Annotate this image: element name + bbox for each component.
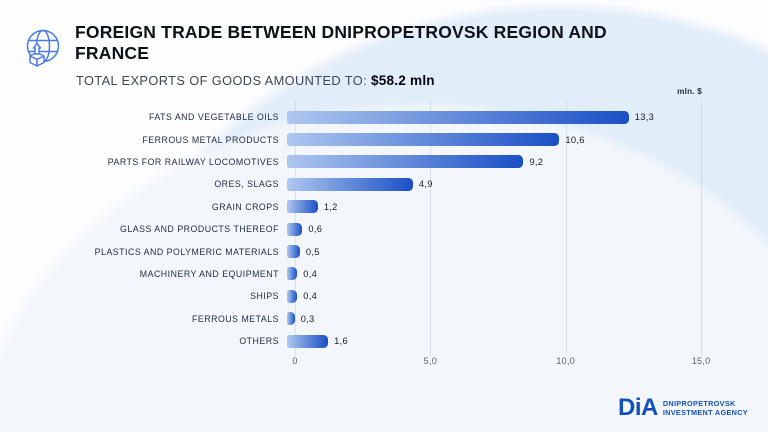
bar-track: 0,4 (287, 267, 715, 281)
x-tick-label: 10,0 (556, 356, 576, 366)
bar (287, 312, 295, 326)
chart-row: FERROUS METALS 0,3 (55, 308, 715, 330)
value-label: 0,5 (305, 246, 320, 257)
bar (287, 245, 300, 259)
chart-row: PARTS FOR RAILWAY LOCOMOTIVES 9,2 (55, 151, 715, 173)
chart-row: FERROUS METAL PRODUCTS 10,6 (55, 128, 715, 150)
bar-track: 4,9 (287, 177, 715, 191)
value-label: 10,6 (565, 134, 585, 145)
x-tick-label: 5,0 (423, 356, 438, 366)
value-label: 0,6 (308, 224, 323, 235)
value-label: 1,2 (323, 201, 338, 212)
value-label: 0,3 (300, 313, 315, 324)
value-label: 13,3 (634, 112, 655, 123)
category-label: FERROUS METAL PRODUCTS (142, 134, 279, 145)
bar-track: 9,2 (287, 155, 715, 169)
chart-row: FATS AND VEGETABLE OILS 13,3 (55, 106, 715, 128)
dia-logo-mark: DiA (618, 394, 658, 421)
value-label: 9,2 (529, 156, 544, 167)
category-label: MACHINERY AND EQUIPMENT (139, 268, 279, 279)
page-title: FOREIGN TRADE BETWEEN DNIPROPETROVSK REG… (75, 22, 685, 64)
bar-track: 10,6 (287, 133, 715, 147)
chart-row: SHIPS 0,4 (55, 285, 715, 307)
category-label: SHIPS (250, 291, 279, 302)
dia-logo-line-1: DNIPROPETROVSK (662, 399, 736, 408)
subtitle-value: $58.2 mln (371, 73, 435, 88)
x-tick-label: 15,0 (691, 356, 711, 366)
value-label: 1,6 (334, 336, 348, 347)
bar (287, 289, 298, 303)
axis-unit-label: mln. $ (677, 87, 702, 96)
bar (287, 200, 318, 214)
category-label: PLASTICS AND POLYMERIC MATERIALS (94, 246, 279, 257)
title-line-1: FOREIGN TRADE BETWEEN DNIPROPETROVSK REG… (75, 22, 607, 42)
bar-track: 0,5 (287, 245, 715, 259)
category-label: GLASS AND PRODUCTS THEREOF (120, 224, 279, 235)
bar-track: 13,3 (287, 110, 715, 124)
category-label: PARTS FOR RAILWAY LOCOMOTIVES (107, 156, 279, 167)
category-label: GRAIN CROPS (211, 201, 279, 212)
bar (287, 155, 524, 169)
category-label: FERROUS METALS (192, 313, 279, 324)
bar (287, 267, 298, 281)
bar-chart: FATS AND VEGETABLE OILS 13,3 FERROUS METAL… (55, 100, 715, 372)
chart-row: GRAIN CROPS 1,2 (55, 196, 715, 218)
bar-track: 1,6 (287, 334, 715, 348)
chart-row: PLASTICS AND POLYMERIC MATERIALS 0,5 (55, 240, 715, 262)
x-axis: 0 5,0 10,0 15,0 (55, 356, 715, 370)
bar (287, 177, 413, 191)
dia-logo-text: DNIPROPETROVSK INVESTMENT AGENCY (663, 399, 748, 417)
chart-row: ORES, SLAGS 4,9 (55, 173, 715, 195)
bar (287, 110, 629, 124)
value-label: 0,4 (303, 268, 318, 279)
x-tick-label: 0 (292, 356, 298, 366)
bar (287, 133, 560, 147)
value-label: 0,4 (303, 291, 318, 302)
bar-track: 0,4 (287, 289, 715, 303)
value-label: 4,9 (418, 179, 433, 190)
category-label: OTHERS (239, 336, 279, 347)
dia-logo: DiA DNIPROPETROVSK INVESTMENT AGENCY (618, 394, 748, 421)
chart-rows: FATS AND VEGETABLE OILS 13,3 FERROUS METAL… (55, 106, 715, 352)
category-label: ORES, SLAGS (214, 179, 279, 190)
bar (287, 334, 329, 348)
globe-export-icon (26, 29, 60, 67)
chart-row: GLASS AND PRODUCTS THEREOF 0,6 (55, 218, 715, 240)
subtitle-text: TOTAL EXPORTS OF GOODS AMOUNTED TO: (76, 73, 372, 88)
title-line-2: FRANCE (75, 43, 150, 63)
bar-track: 1,2 (287, 200, 715, 214)
bar (287, 222, 303, 236)
bar-track: 0,3 (287, 312, 715, 326)
page-subtitle: TOTAL EXPORTS OF GOODS AMOUNTED TO: $58.… (76, 73, 435, 88)
chart-row: OTHERS 1,6 (55, 330, 715, 352)
bar-track: 0,6 (287, 222, 715, 236)
dia-logo-line-2: INVESTMENT AGENCY (662, 408, 748, 417)
category-label: FATS AND VEGETABLE OILS (149, 112, 279, 123)
chart-row: MACHINERY AND EQUIPMENT 0,4 (55, 263, 715, 285)
